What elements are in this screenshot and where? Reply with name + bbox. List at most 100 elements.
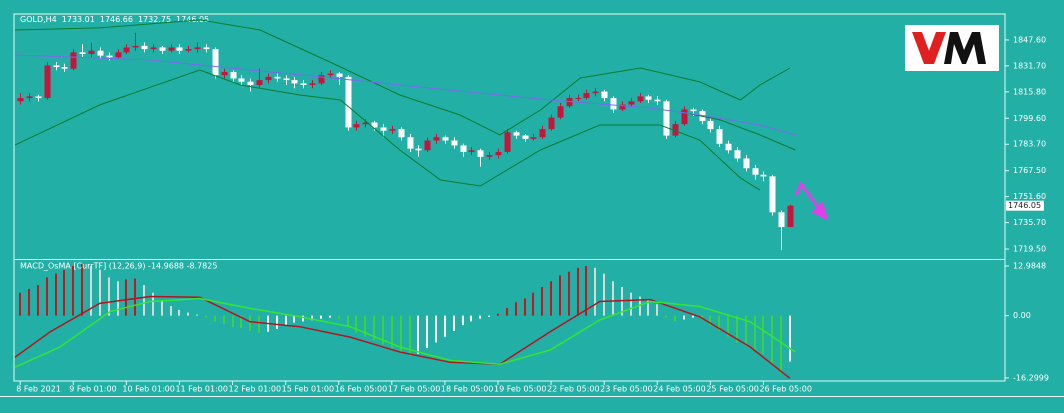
candle-body [212,49,219,76]
x-tick-label: 10 Feb 01:00 [122,385,174,394]
candle-body [168,47,175,51]
histogram-bar [409,315,411,356]
histogram-bar [249,315,251,331]
histogram-bar [532,292,534,316]
histogram-bar [161,300,163,316]
candle-body [619,104,626,110]
histogram-bar [143,285,145,316]
histogram-bar [479,315,481,319]
candle-body [88,50,95,54]
histogram-bar [320,315,322,319]
candle-body [185,49,192,51]
indicator-title: MACD_OsMA [CurrTF] (12,26,9) -14.9688 -8… [20,262,217,271]
histogram-bar [37,285,39,316]
histogram-bar [152,292,154,316]
candle-body [238,78,245,82]
forecast-arrow [794,180,829,221]
candle-body [203,47,210,50]
candle-body [123,47,130,53]
histogram-bar [302,315,304,322]
candle-body [353,124,360,128]
histogram-bar [81,264,83,316]
histogram-bar [515,302,517,316]
y-tick-label: 0.00 [1013,311,1031,320]
candle-body [221,71,228,76]
chart-title: GOLD,H4 1733.01 1746.66 1732.75 1746.05 [20,15,209,24]
frame [13,13,1006,382]
indicator-line [14,19,791,136]
candle-body [495,151,502,156]
histogram-bar [355,315,357,333]
candle-body [486,155,493,157]
histogram-bar [125,279,127,316]
histogram-bar [311,315,313,321]
x-tick-label: 15 Feb 01:00 [282,385,334,394]
candle-body [345,76,352,128]
candle-body [522,135,529,139]
histogram-bar [205,315,207,318]
x-tick-label: 24 Feb 05:00 [653,385,705,394]
candle-body [61,67,68,69]
x-tick-label: 8 Feb 2021 [16,385,61,394]
histogram-bar [488,315,490,317]
candle-body [716,129,723,144]
candle-body [256,80,263,85]
histogram-bar [28,288,30,316]
candle-body [539,129,546,138]
candle-body [645,96,652,100]
candle-body [265,76,272,81]
candle-body [548,117,555,130]
candle-body [707,120,714,130]
candle-body [362,122,369,125]
histogram-bar [780,315,782,373]
ohlc-value: 1746.05 [176,15,209,24]
y-tick-label: 1719.50 [1013,245,1046,254]
candle-body [743,158,750,169]
candle-body [583,93,590,99]
candle-body [424,140,431,151]
candle-body [26,96,33,99]
histogram-bar [373,315,375,341]
candle-body [371,122,378,128]
candle-body [415,148,422,151]
histogram-bar [692,315,694,318]
candle-body [380,127,387,131]
candle-body [274,76,281,79]
x-tick-label: 22 Feb 05:00 [547,385,599,394]
candle-body [150,47,157,50]
candle-body [734,150,741,159]
candle-body [70,52,77,69]
histogram-bar [550,281,552,316]
candle-body [433,137,440,141]
histogram-bar [134,278,136,316]
histogram-bar [382,315,384,345]
histogram-bar [426,315,428,349]
histogram-bar [762,315,764,354]
histogram-bar [347,315,349,328]
current-price: 1746.05 [1008,201,1041,210]
candle-body [132,45,139,48]
candle-body [690,109,697,112]
indicator-line [14,69,761,191]
histogram-bar [603,273,605,316]
histogram-bar [196,314,198,316]
histogram-bar [108,277,110,316]
candle-body [35,96,42,99]
histogram-bar [718,315,720,331]
candle-body [557,106,564,118]
y-tick-label: 1735.70 [1013,218,1046,227]
indicator-line [14,54,796,136]
candle-body [115,52,122,58]
histogram-bar [19,292,21,316]
candle-body [504,132,511,152]
histogram-bar [178,309,180,316]
histogram-bar [541,286,543,316]
candle-body [628,101,635,105]
histogram-bar [577,267,579,316]
histogram-bar [612,281,614,316]
candle-body [787,205,794,227]
candle-body [477,150,484,157]
candle-body [610,98,617,110]
histogram-bar [55,273,57,316]
